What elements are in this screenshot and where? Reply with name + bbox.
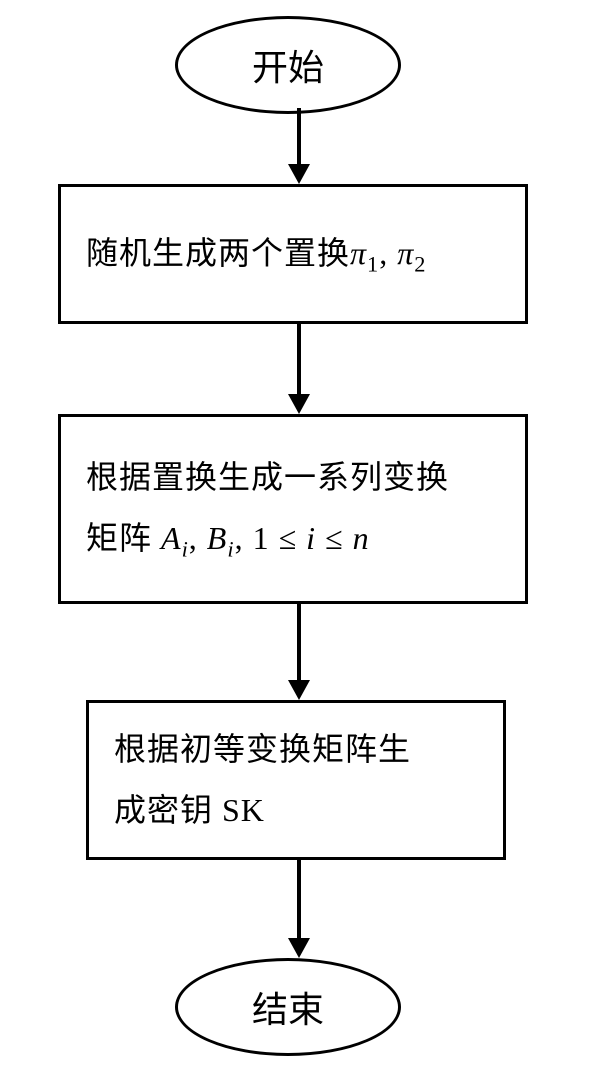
process-step3: 根据初等变换矩阵生 成密钥 SK <box>86 700 506 860</box>
arrowhead-1 <box>288 164 310 184</box>
arrowhead-3 <box>288 680 310 700</box>
arrow-3 <box>297 604 301 680</box>
arrow-2 <box>297 324 301 394</box>
end-terminal: 结束 <box>175 958 401 1056</box>
step3-text: 根据初等变换矩阵生 成密钥 SK <box>114 719 478 841</box>
arrow-1 <box>297 108 301 164</box>
step2-text: 根据置换生成一系列变换 矩阵 Ai, Bi, 1 ≤ i ≤ n <box>86 447 500 571</box>
arrow-4 <box>297 860 301 938</box>
start-label: 开始 <box>252 39 324 91</box>
end-label: 结束 <box>252 981 324 1033</box>
flowchart-container: 开始 随机生成两个置换π1, π2 根据置换生成一系列变换 矩阵 Ai, Bi,… <box>0 0 598 1087</box>
start-terminal: 开始 <box>175 16 401 114</box>
process-step1: 随机生成两个置换π1, π2 <box>58 184 528 324</box>
arrowhead-2 <box>288 394 310 414</box>
step1-text: 随机生成两个置换π1, π2 <box>86 223 500 286</box>
process-step2: 根据置换生成一系列变换 矩阵 Ai, Bi, 1 ≤ i ≤ n <box>58 414 528 604</box>
arrowhead-4 <box>288 938 310 958</box>
